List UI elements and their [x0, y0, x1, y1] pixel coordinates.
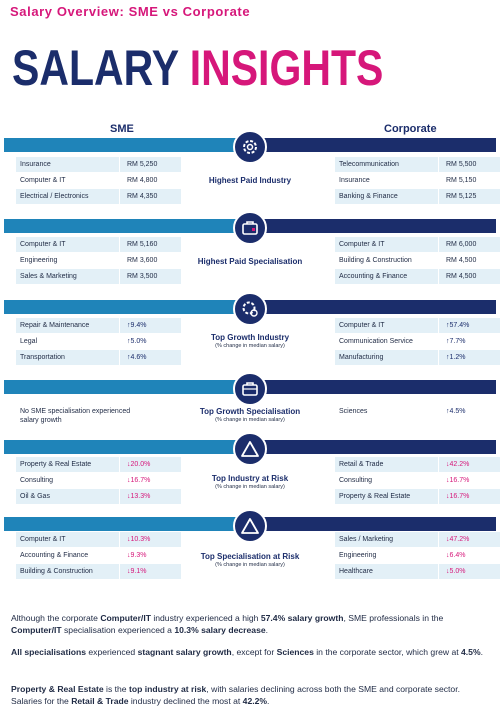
section-sublabel: (% change in median salary) — [215, 484, 285, 490]
table-row: Computer & IT RM 5,160 — [16, 237, 181, 252]
section-label: Highest Paid Specialisation — [197, 257, 303, 266]
table-row: Consulting ↓16.7% — [16, 473, 181, 488]
table-row: Oil & Gas ↓13.3% — [16, 489, 181, 504]
summary-paragraph-3: Property & Real Estate is the top indust… — [11, 684, 460, 706]
summary-paragraph-2: All specialisations experienced stagnant… — [11, 647, 483, 657]
corporate-table: Sales / Marketing ↓47.2% Engineering ↓6.4%… — [335, 532, 500, 580]
table-row: Property & Real Estate ↓20.0% — [16, 457, 181, 472]
section-label: Top Specialisation at Risk (% change in m… — [170, 552, 330, 569]
section-sublabel: (% change in median salary) — [215, 343, 285, 349]
warning-icon — [233, 432, 267, 466]
table-row: Sales / Marketing ↓47.2% — [335, 532, 500, 547]
sme-no-growth-note: No SME specialisation experienced salary… — [20, 408, 131, 424]
table-row: Communication Service ↑7.7% — [335, 334, 500, 349]
table-row: Computer & IT ↓10.3% — [16, 532, 181, 547]
table-row: Insurance RM 5,150 — [335, 173, 500, 188]
table-row: Legal ↑5.0% — [16, 334, 181, 349]
table-row: Transportation ↑4.6% — [16, 350, 181, 365]
table-row: Engineering RM 3,600 — [16, 253, 181, 268]
corporate-single-value: ↑4.5% — [446, 408, 466, 415]
table-row: Sales & Marketing RM 3,500 — [16, 269, 181, 284]
corporate-table: Telecommunication RM 5,500 Insurance RM 5,… — [335, 157, 500, 205]
corporate-column-heading: Corporate — [384, 123, 437, 135]
table-row: Computer & IT RM 4,800 — [16, 173, 181, 188]
corporate-table: Computer & IT ↑57.4% Communication Servic… — [335, 318, 500, 366]
hero-word-insights: INSIGHTS — [189, 40, 384, 96]
table-row: Consulting ↓16.7% — [335, 473, 500, 488]
table-row: Engineering ↓6.4% — [335, 548, 500, 563]
table-row: Electrical / Electronics RM 4,350 — [16, 189, 181, 204]
section-band — [0, 300, 500, 314]
table-row: Building & Construction ↓9.1% — [16, 564, 181, 579]
section-band — [0, 517, 500, 531]
table-row: Computer & IT ↑57.4% — [335, 318, 500, 333]
sme-table: Computer & IT RM 5,160 Engineering RM 3,60… — [16, 237, 181, 285]
sme-table: Insurance RM 5,250 Computer & IT RM 4,800 … — [16, 157, 181, 205]
sme-table: Property & Real Estate ↓20.0% Consulting ↓… — [16, 457, 181, 505]
table-row: Repair & Maintenance ↑9.4% — [16, 318, 181, 333]
section-label: Top Industry at Risk (% change in median … — [170, 474, 330, 491]
corporate-table: Retail & Trade ↓42.2% Consulting ↓16.7% Pr… — [335, 457, 500, 505]
page-top-title: Salary Overview: SME vs Corporate — [10, 4, 251, 19]
briefcase-icon — [233, 372, 267, 406]
hero-heading: SALARY INSIGHTS — [12, 40, 383, 96]
table-row: Manufacturing ↑1.2% — [335, 350, 500, 365]
table-row: Computer & IT RM 6,000 — [335, 237, 500, 252]
section-sublabel: (% change in median salary) — [215, 562, 285, 568]
section-label: Top Growth Specialisation (% change in me… — [170, 407, 330, 424]
corporate-single-name: Sciences — [339, 408, 368, 415]
table-row: Retail & Trade ↓42.2% — [335, 457, 500, 472]
table-row: Building & Construction RM 4,500 — [335, 253, 500, 268]
hero-word-salary: SALARY — [12, 40, 179, 96]
table-row: Accounting & Finance RM 4,500 — [335, 269, 500, 284]
sme-table: Computer & IT ↓10.3% Accounting & Finance… — [16, 532, 181, 580]
table-row: Insurance RM 5,250 — [16, 157, 181, 172]
section-band — [0, 138, 500, 152]
sme-table: Repair & Maintenance ↑9.4% Legal ↑5.0% Tra… — [16, 318, 181, 366]
corporate-table: Computer & IT RM 6,000 Building & Constru… — [335, 237, 500, 285]
warning-icon — [233, 509, 267, 543]
table-row: Property & Real Estate ↓16.7% — [335, 489, 500, 504]
section-sublabel: (% change in median salary) — [215, 417, 285, 423]
section-band — [0, 380, 500, 394]
section-label: Highest Paid Industry — [208, 176, 292, 185]
section-band — [0, 440, 500, 454]
table-row: Accounting & Finance ↓9.3% — [16, 548, 181, 563]
section-band — [0, 219, 500, 233]
section-label: Top Growth Industry (% change in median s… — [170, 333, 330, 350]
sme-column-heading: SME — [110, 123, 134, 135]
table-row: Banking & Finance RM 5,125 — [335, 189, 500, 204]
gear-icon — [233, 292, 267, 326]
briefcase-icon — [233, 211, 267, 245]
table-row: Telecommunication RM 5,500 — [335, 157, 500, 172]
summary-paragraph-1: Although the corporate Computer/IT indus… — [11, 613, 444, 635]
gear-icon — [233, 130, 267, 164]
table-row: Healthcare ↓5.0% — [335, 564, 500, 579]
